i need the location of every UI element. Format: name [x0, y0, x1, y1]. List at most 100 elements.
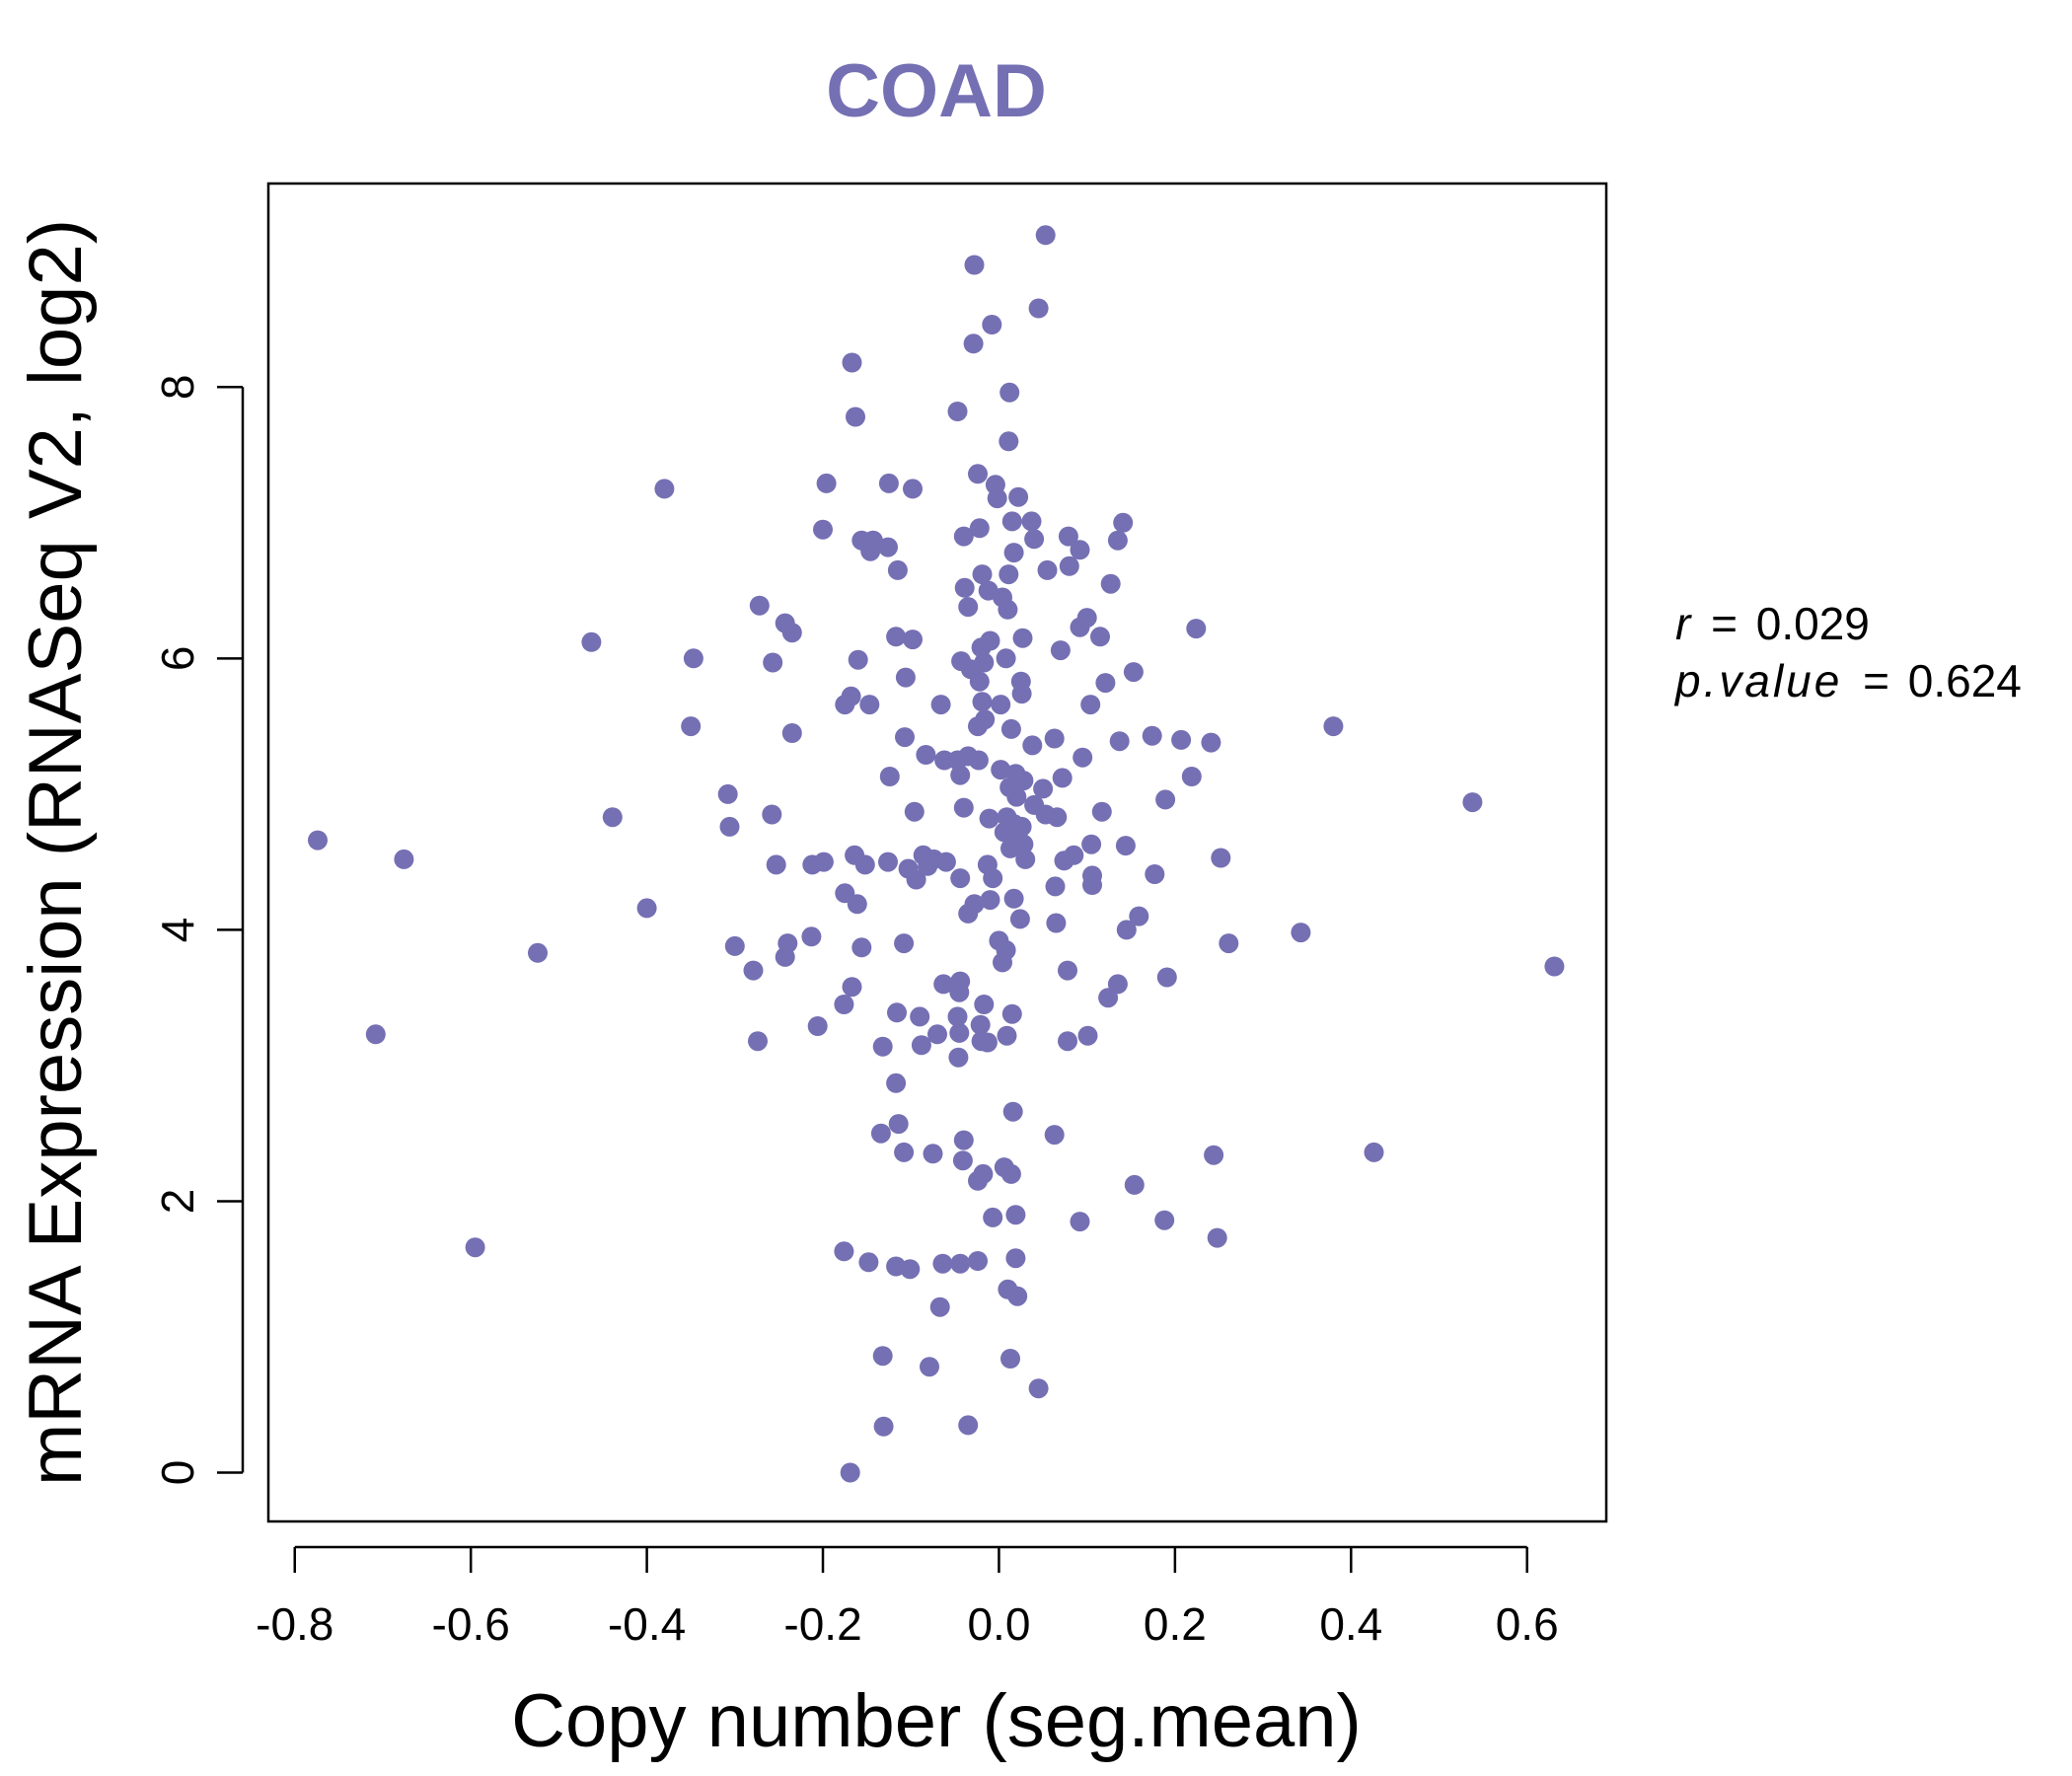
data-point	[910, 1006, 930, 1027]
data-point	[1113, 512, 1134, 533]
data-point	[879, 767, 900, 786]
data-point	[1207, 1227, 1227, 1248]
data-point	[911, 1035, 931, 1056]
data-point	[842, 352, 862, 373]
x-tick-label: 0.0	[967, 1598, 1030, 1650]
data-point	[958, 1415, 979, 1436]
data-point	[948, 1047, 969, 1068]
data-point	[1171, 729, 1192, 750]
r-value: 0.029	[1756, 598, 1870, 649]
data-point	[1090, 627, 1110, 647]
data-point	[813, 851, 834, 872]
data-point	[1186, 619, 1207, 639]
x-tick-label: -0.6	[432, 1598, 510, 1650]
data-point	[906, 869, 926, 890]
data-point	[781, 723, 802, 743]
data-point	[1058, 1031, 1077, 1052]
data-point	[1001, 1003, 1022, 1024]
data-point	[895, 667, 916, 688]
data-point	[974, 652, 995, 673]
data-point	[683, 648, 703, 669]
data-point	[974, 995, 995, 1014]
data-point	[903, 629, 923, 650]
data-point	[1211, 848, 1231, 868]
data-point	[1045, 876, 1066, 897]
data-point	[1100, 573, 1121, 594]
data-point	[1044, 1125, 1065, 1146]
data-point	[887, 1002, 907, 1023]
data-point	[1080, 695, 1101, 715]
data-point	[947, 402, 968, 421]
data-point	[953, 1130, 974, 1150]
data-point	[979, 808, 999, 829]
data-point	[953, 797, 974, 818]
data-point	[952, 1150, 973, 1171]
data-point	[980, 890, 1000, 911]
data-point	[972, 692, 993, 712]
data-point	[904, 801, 925, 822]
y-tick-label: 0	[152, 1460, 203, 1486]
data-point	[1003, 543, 1024, 563]
data-point	[1028, 1378, 1049, 1399]
data-point	[1064, 845, 1084, 865]
data-point	[954, 577, 975, 598]
y-axis: 0 2 4 6 8	[152, 375, 245, 1486]
data-point	[983, 1207, 1003, 1227]
data-point	[858, 1252, 879, 1273]
data-point	[968, 750, 989, 771]
data-point	[1070, 1212, 1090, 1232]
data-point	[1201, 732, 1221, 753]
data-point	[929, 1296, 950, 1317]
data-point	[308, 830, 328, 851]
data-point	[834, 995, 854, 1014]
data-point	[969, 518, 990, 539]
data-point	[762, 804, 782, 825]
data-point	[1070, 617, 1090, 637]
data-point	[813, 519, 833, 540]
data-point	[1000, 1163, 1021, 1184]
p-value: 0.624	[1908, 655, 2022, 706]
data-point	[1022, 735, 1043, 756]
p-label: p.value	[1673, 655, 1842, 706]
data-point	[1052, 768, 1073, 788]
data-point	[878, 851, 898, 872]
data-point	[953, 526, 974, 547]
data-point	[894, 1142, 915, 1162]
data-point	[1013, 834, 1034, 854]
data-point	[999, 382, 1020, 403]
data-point	[1012, 628, 1033, 648]
data-point	[996, 648, 1016, 669]
data-point	[999, 431, 1019, 452]
data-point	[994, 822, 1014, 843]
data-point	[1109, 731, 1130, 752]
data-point	[801, 926, 822, 947]
data-point	[887, 559, 908, 580]
data-point	[1323, 716, 1344, 737]
data-point	[968, 1251, 988, 1271]
x-tick-label: -0.4	[608, 1598, 686, 1650]
data-point	[895, 727, 915, 748]
data-point	[1033, 778, 1054, 799]
y-tick-label: 2	[152, 1189, 203, 1215]
data-point	[1291, 923, 1311, 943]
data-point	[1156, 967, 1177, 988]
data-point	[860, 541, 881, 561]
data-point	[950, 868, 971, 889]
data-point	[970, 1014, 991, 1035]
data-point	[900, 1259, 921, 1280]
data-point	[834, 1241, 854, 1262]
data-point	[977, 1032, 998, 1053]
data-point	[1091, 801, 1112, 822]
data-point	[932, 1253, 953, 1274]
data-point	[1129, 906, 1149, 926]
data-point	[1116, 920, 1137, 940]
data-point	[1095, 673, 1116, 694]
data-point	[964, 255, 985, 275]
data-point	[886, 1073, 907, 1093]
data-point	[602, 807, 623, 828]
data-point	[1142, 725, 1162, 746]
data-point	[1015, 849, 1036, 869]
y-tick-label: 4	[152, 918, 203, 943]
data-point	[949, 1022, 970, 1043]
